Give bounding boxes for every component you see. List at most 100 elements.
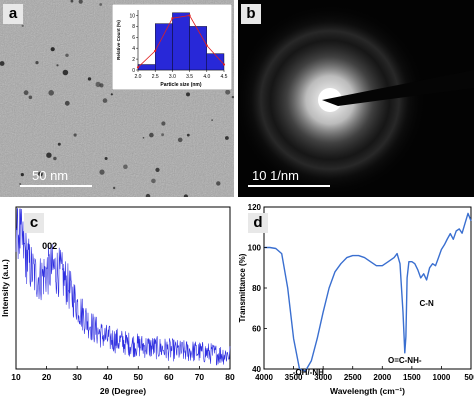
- inset-y-tick-label: 10: [129, 13, 135, 19]
- xrd-y-axis-label: Intensity (a.u.): [0, 259, 10, 317]
- nanoparticle: [35, 61, 39, 65]
- nanoparticle: [23, 90, 29, 96]
- xrd-x-tick-label: 10: [11, 372, 21, 382]
- saed-pattern-panel: b 10 1/nm: [238, 0, 474, 197]
- fit-point: [222, 63, 226, 66]
- xrd-x-tick-label: 40: [103, 372, 113, 382]
- nanoparticle: [57, 142, 61, 146]
- nanoparticle: [186, 133, 190, 137]
- ftir-y-tick-label: 80: [252, 284, 261, 293]
- inset-y-tick-label: 6: [132, 35, 135, 41]
- inset-y-tick-label: 0: [132, 68, 135, 74]
- nanoparticle: [161, 133, 165, 137]
- nanoparticle: [145, 193, 151, 197]
- ftir-y-axis-label: Transmittance (%): [238, 253, 247, 322]
- scale-label-a: 50 nm: [32, 168, 69, 183]
- xrd-panel: 10 20 30 40 50 60 70 80 2θ (Degree) Intensity (a.…: [0, 203, 236, 401]
- ftir-x-tick-label: 3000: [314, 373, 332, 382]
- nanoparticle: [183, 194, 188, 197]
- panel-letter-a: a: [3, 4, 23, 24]
- nanoparticle: [62, 69, 69, 76]
- nanoparticle: [38, 171, 43, 177]
- tem-image-panel: a 50 nm 2.0 2.5 3.0 3.5 4.0 4.5 0 2 4 6 8 10 Particl…: [0, 0, 234, 197]
- nanoparticle: [177, 137, 183, 143]
- ftir-y-tick-label: 40: [252, 365, 261, 374]
- inset-x-tick-label: 4.0: [203, 74, 210, 80]
- ftir-x-axis-label: Wavelength (cm⁻¹): [330, 386, 405, 396]
- xrd-peak-label: 002: [42, 241, 57, 251]
- nanoparticle: [123, 164, 128, 170]
- inset-x-tick-label: 4.5: [221, 74, 228, 80]
- nanoparticle: [231, 95, 234, 99]
- ftir-chart: 4000 3500 3000 2500 2000 1500 1000 500 40 60 80 100…: [238, 203, 474, 396]
- xrd-x-tick-label: 20: [42, 372, 52, 382]
- inset-y-tick-label: 2: [132, 57, 135, 63]
- inset-x-tick-label: 3.0: [169, 74, 176, 80]
- nanoparticle: [225, 89, 231, 95]
- panel-letter-c: c: [24, 213, 44, 233]
- nanoparticle: [113, 186, 116, 190]
- ftir-band-label: O=C-NH-: [388, 356, 422, 365]
- nanoparticle: [28, 95, 33, 100]
- histogram-bar: [172, 12, 190, 71]
- nanoparticle: [64, 100, 70, 106]
- particle-size-histogram: 2.0 2.5 3.0 3.5 4.0 4.5 0 2 4 6 8 10 Particle size (…: [112, 4, 232, 90]
- nanoparticle: [99, 3, 103, 6]
- nanoparticle: [87, 77, 92, 81]
- inset-y-axis-label: Relative Count (%): [116, 20, 121, 60]
- scale-label-b: 10 1/nm: [252, 168, 299, 183]
- nanoparticle: [161, 121, 166, 126]
- xrd-trace: [15, 208, 231, 366]
- nanoparticle: [151, 178, 156, 184]
- nanoparticle: [216, 181, 221, 186]
- histogram-bar: [189, 26, 207, 71]
- xrd-x-tick-label: 50: [134, 372, 144, 382]
- histogram-bar: [206, 53, 225, 71]
- ftir-band-label: -OH/-NH: [293, 368, 324, 377]
- nanoparticle: [46, 152, 52, 158]
- fit-curve: [137, 15, 225, 68]
- nanoparticle: [99, 83, 104, 88]
- ftir-x-tick-label: 1000: [433, 373, 451, 382]
- inset-x-tick-label: 3.5: [186, 74, 193, 80]
- nanoparticle: [65, 53, 69, 57]
- nanoparticle: [95, 81, 101, 87]
- nanoparticle: [99, 169, 105, 175]
- ftir-panel: 4000 3500 3000 2500 2000 1500 1000 500 40 60 80 100…: [238, 203, 474, 401]
- nanoparticle: [155, 167, 160, 172]
- ftir-x-tick-label: 2000: [373, 373, 391, 382]
- nanoparticle: [53, 156, 57, 161]
- nanoparticle: [104, 157, 108, 160]
- panel-letter-d: d: [248, 213, 268, 233]
- nanoparticles: [0, 0, 234, 197]
- ftir-trace: [264, 212, 472, 372]
- nanoparticle: [70, 0, 74, 3]
- fit-point: [154, 49, 157, 53]
- nanoparticle: [19, 183, 22, 185]
- ftir-x-tick-label: 4000: [255, 373, 273, 382]
- ftir-y-tick-label: 60: [252, 325, 261, 334]
- nanoparticle: [50, 47, 55, 52]
- nanoparticle: [21, 24, 24, 27]
- xrd-x-tick-label: 80: [225, 372, 235, 382]
- ftir-x-tick-label: 500: [464, 373, 474, 382]
- nanoparticle: [0, 61, 5, 66]
- xrd-x-tick-label: 30: [72, 372, 82, 382]
- nanoparticle: [78, 0, 83, 4]
- inset-y-tick-label: 4: [132, 46, 135, 52]
- nanoparticle: [225, 136, 229, 140]
- fit-point: [136, 66, 140, 69]
- ftir-band-label: C-N: [420, 299, 434, 308]
- nanoparticle: [102, 98, 108, 103]
- fit-point: [205, 44, 208, 47]
- xrd-x-axis-label: 2θ (Degree): [100, 386, 146, 396]
- fit-point: [188, 14, 191, 17]
- ftir-x-tick-label: 2500: [344, 373, 362, 382]
- ftir-x-tick-label: 1500: [403, 373, 421, 382]
- inset-y-tick-label: 8: [132, 24, 135, 30]
- inset-x-axis-label: Particle size (nm): [160, 82, 201, 88]
- nanoparticle: [48, 90, 54, 96]
- nanoparticle: [142, 137, 145, 139]
- saed-pattern: [238, 0, 474, 197]
- ftir-y-tick-label: 120: [248, 203, 262, 212]
